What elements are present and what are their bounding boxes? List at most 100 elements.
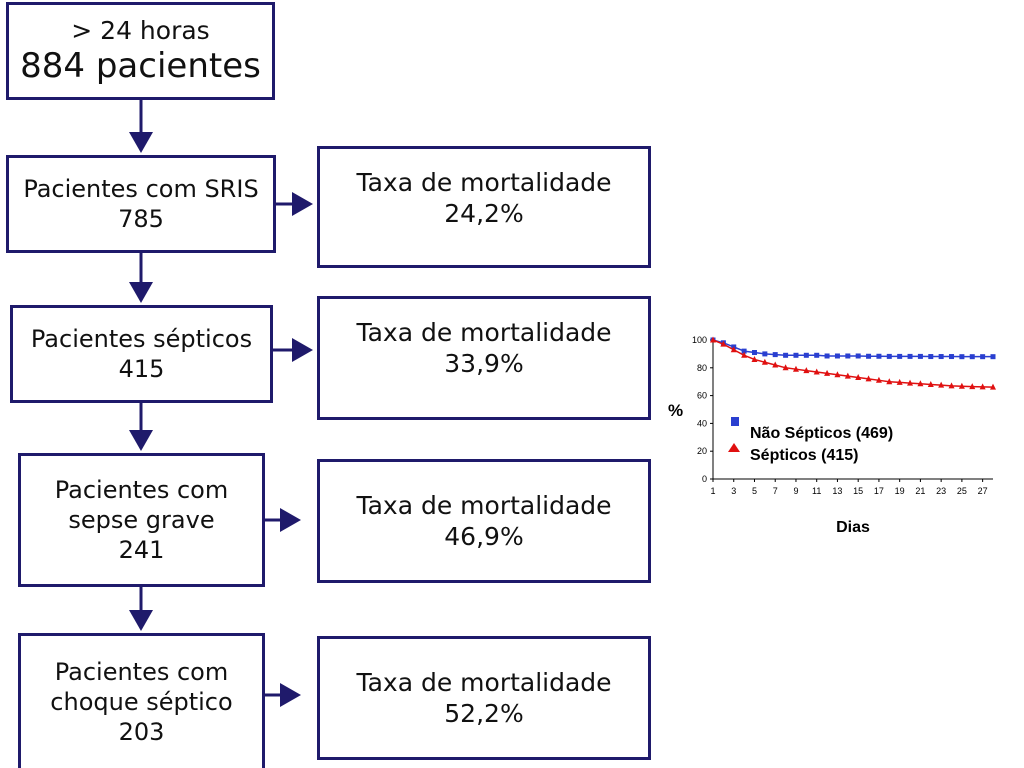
mortality-septic-box: Taxa de mortalidade 33,9% [317, 296, 651, 420]
stage-septic-shock-count: 203 [118, 718, 165, 746]
series-point-septic [969, 383, 976, 390]
x-tick-label: 19 [895, 486, 905, 496]
stage-septic-shock-box: Pacientes com choque séptico 203 [18, 633, 265, 768]
mortality-severe-sepsis-value: 46,9% [444, 522, 524, 551]
series-point-septic [813, 368, 820, 375]
series-point-nonseptic [876, 353, 882, 359]
mortality-septic-label: Taxa de mortalidade [356, 318, 612, 347]
mortality-septic-shock-label: Taxa de mortalidade [356, 667, 612, 697]
series-point-septic [907, 379, 914, 386]
stage-septic-count: 415 [118, 355, 165, 383]
series-point-septic [751, 355, 758, 362]
series-line-1 [712, 339, 993, 358]
series-point-nonseptic [959, 354, 965, 360]
series-point-septic [741, 351, 748, 358]
stage-severe-sepsis-line2: sepse grave [68, 506, 215, 534]
y-tick-label: 40 [697, 418, 707, 428]
series-point-nonseptic [855, 353, 861, 359]
series-point-septic [886, 378, 893, 385]
x-tick-label: 27 [978, 486, 988, 496]
legend-swatch-septic [728, 443, 740, 452]
y-axis-label: % [668, 401, 683, 420]
series-point-septic [844, 372, 851, 379]
series-point-septic [979, 383, 986, 390]
series-point-septic [875, 376, 882, 383]
mortality-septic-value: 33,9% [444, 349, 524, 379]
mortality-septic-shock-value: 52,2% [444, 699, 524, 728]
x-tick-label: 13 [832, 486, 842, 496]
total-patients-box: > 24 horas 884 pacientes [6, 2, 275, 100]
series-point-septic [896, 378, 903, 385]
stage-septic-shock-line2: choque séptico [50, 688, 233, 716]
series-point-nonseptic [907, 353, 913, 359]
stage-septic-label: Pacientes sépticos [30, 325, 253, 353]
stage-severe-sepsis-line1: Pacientes com [54, 476, 229, 504]
x-tick-label: 5 [752, 486, 757, 496]
series-point-septic [710, 336, 716, 343]
series-point-nonseptic [762, 351, 768, 357]
x-tick-label: 17 [874, 486, 884, 496]
series-point-nonseptic [897, 353, 903, 359]
series-point-septic [990, 383, 996, 390]
series-point-nonseptic [803, 352, 809, 358]
series-point-nonseptic [814, 352, 820, 358]
mortality-sris-label: Taxa de mortalidade [356, 168, 612, 197]
y-tick-label: 0 [702, 474, 707, 484]
mortality-severe-sepsis-box: Taxa de mortalidade 46,9% [317, 459, 651, 583]
series-point-septic [803, 367, 810, 374]
series-point-septic [792, 365, 799, 372]
series-point-nonseptic [772, 352, 778, 358]
series-point-septic [938, 381, 945, 388]
series-point-nonseptic [834, 353, 840, 359]
series-point-nonseptic [928, 354, 934, 360]
series-point-nonseptic [980, 354, 986, 360]
x-tick-label: 3 [731, 486, 736, 496]
series-point-septic [917, 380, 924, 387]
series-point-septic [730, 346, 737, 353]
y-tick-label: 20 [697, 446, 707, 456]
y-tick-label: 80 [697, 363, 707, 373]
series-point-nonseptic [938, 354, 944, 360]
series-point-septic [761, 358, 768, 365]
legend-label-septic: Sépticos (415) [750, 447, 858, 464]
stage-septic-shock-line1: Pacientes com [54, 658, 229, 686]
stage-severe-sepsis-box: Pacientes com sepse grave 241 [18, 453, 265, 587]
series-point-nonseptic [866, 353, 872, 359]
series-point-septic [927, 380, 934, 387]
x-tick-label: 23 [936, 486, 946, 496]
total-time-label: > 24 horas [71, 15, 210, 45]
series-point-nonseptic [783, 352, 789, 358]
legend-label-nonseptic: Não Sépticos (469) [750, 425, 893, 442]
series-point-nonseptic [741, 348, 747, 354]
x-tick-label: 21 [915, 486, 925, 496]
y-tick-label: 60 [697, 391, 707, 401]
x-tick-label: 25 [957, 486, 967, 496]
series-point-nonseptic [886, 353, 892, 359]
mortality-septic-shock-box: Taxa de mortalidade 52,2% [317, 636, 651, 760]
series-point-nonseptic [917, 353, 923, 359]
series-point-nonseptic [949, 354, 955, 360]
x-tick-label: 15 [853, 486, 863, 496]
stage-septic-box: Pacientes sépticos 415 [10, 305, 273, 403]
stage-sris-count: 785 [118, 205, 164, 233]
x-tick-label: 9 [793, 486, 798, 496]
x-axis-label: Dias [836, 519, 870, 536]
stage-severe-sepsis-count: 241 [118, 536, 165, 564]
x-tick-label: 1 [710, 486, 715, 496]
series-point-nonseptic [969, 354, 975, 360]
x-tick-label: 7 [773, 486, 778, 496]
series-point-septic [772, 361, 779, 368]
mortality-sris-box: Taxa de mortalidade 24,2% [317, 146, 651, 268]
series-line-2 [712, 339, 994, 388]
stage-sris-label: Pacientes com SRIS [23, 175, 259, 203]
series-point-septic [834, 371, 841, 378]
series-point-septic [948, 382, 955, 389]
series-point-nonseptic [990, 354, 996, 360]
x-tick-label: 11 [812, 486, 821, 496]
series-point-septic [720, 340, 727, 347]
series-point-nonseptic [751, 350, 757, 356]
series-point-septic [855, 374, 862, 381]
mortality-sris-value: 24,2% [444, 199, 524, 229]
